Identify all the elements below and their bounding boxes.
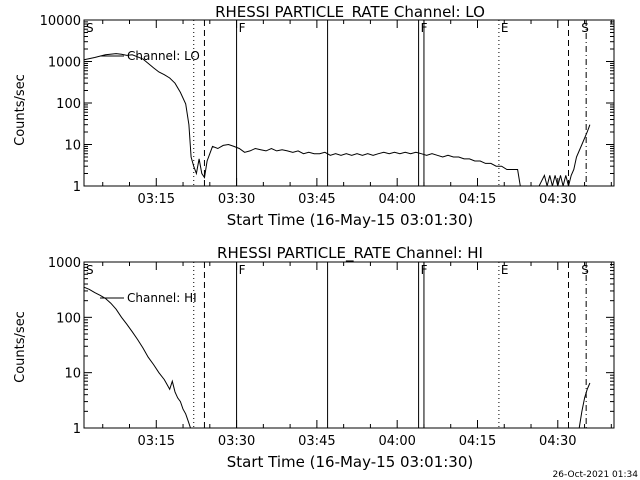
- x-tick-label: 04:15: [459, 192, 496, 207]
- event-marker-label: S: [581, 263, 589, 277]
- data-series-line: [83, 286, 191, 429]
- event-marker-label: E: [501, 21, 509, 35]
- y-tick-label: 1000: [48, 256, 81, 271]
- x-tick-label: 03:15: [138, 192, 175, 207]
- legend-label: Channel: LO: [127, 49, 200, 63]
- x-tick-label: 03:45: [298, 434, 335, 449]
- panel-lo-channel: RHESSI PARTICLE_RATE Channel: LO Counts/…: [13, 3, 615, 229]
- y-tick-label: 1: [73, 180, 81, 195]
- y-tick-label: 10: [64, 367, 81, 382]
- event-marker-label: E: [501, 263, 509, 277]
- x-axis-label-hi: Start Time (16-May-15 03:01:30): [227, 453, 473, 471]
- y-tick-label: 10: [64, 139, 81, 154]
- data-series-line: [83, 53, 591, 187]
- y-tick-label: 100: [56, 311, 81, 326]
- legend-label: Channel: HI: [127, 291, 197, 305]
- y-axis-label-lo: Counts/sec: [13, 74, 28, 146]
- x-tick-label: 04:30: [539, 192, 576, 207]
- x-axis-label-lo: Start Time (16-May-15 03:01:30): [227, 211, 473, 229]
- chart-title-lo: RHESSI PARTICLE_RATE Channel: LO: [215, 3, 485, 22]
- event-marker-label: F: [239, 21, 246, 35]
- y-axis-label-hi: Counts/sec: [13, 311, 28, 383]
- x-tick-label: 04:15: [459, 434, 496, 449]
- x-tick-label: 04:00: [378, 434, 415, 449]
- event-marker-label: S: [86, 21, 94, 35]
- plot-frame: [83, 19, 615, 187]
- event-marker-label: S: [581, 21, 589, 35]
- y-tick-label: 1: [73, 422, 81, 437]
- y-tick-label: 1000: [48, 56, 81, 71]
- event-marker-label: F: [239, 263, 246, 277]
- plot-frame: [83, 261, 615, 429]
- x-tick-label: 04:00: [378, 192, 415, 207]
- footer-timestamp: 26-Oct-2021 01:34: [553, 470, 639, 480]
- x-tick-label: 03:15: [138, 434, 175, 449]
- x-tick-label: 04:30: [539, 434, 576, 449]
- x-tick-label: 03:45: [298, 192, 335, 207]
- chart-title-hi: RHESSI PARTICLE_RATE Channel: HI: [217, 244, 483, 263]
- event-marker-label: S: [86, 263, 94, 277]
- y-tick-label: 10000: [40, 14, 81, 29]
- panel-hi-channel: RHESSI PARTICLE_RATE Channel: HI Counts/…: [13, 244, 615, 471]
- y-tick-label: 100: [56, 97, 81, 112]
- x-tick-label: 03:30: [218, 192, 255, 207]
- x-tick-label: 03:30: [218, 434, 255, 449]
- data-series-line: [578, 382, 591, 429]
